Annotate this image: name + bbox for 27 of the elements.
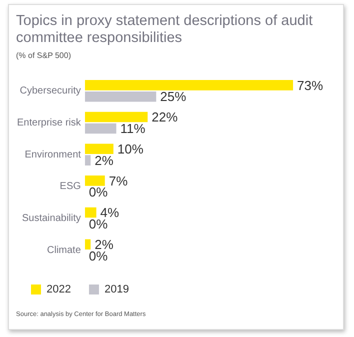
y-tick-label: Environment: [24, 149, 82, 160]
y-tick-label: ESG: [60, 181, 82, 192]
chart-title: Topics in proxy statement descriptions of audit committee responsibilities: [16, 13, 314, 47]
chart-subtitle: (% of S&P 500): [16, 51, 71, 60]
data-label: 22%: [152, 110, 178, 125]
legend-label: 2019: [104, 284, 129, 296]
bar: [84, 112, 148, 122]
y-tick-label: Sustainability: [22, 213, 81, 224]
data-label: 0%: [88, 184, 108, 200]
bar: [84, 239, 91, 250]
legend-label: 2022: [46, 284, 71, 296]
bar: [84, 176, 105, 186]
data-label: 10%: [117, 141, 144, 156]
bar: [84, 80, 294, 90]
data-label: 73%: [297, 78, 324, 93]
bar: [84, 123, 116, 134]
data-label: 25%: [160, 89, 187, 104]
data-label: 11%: [120, 121, 146, 136]
y-tick-label: Enterprise risk: [17, 118, 82, 128]
data-label: 2%: [94, 152, 114, 168]
bar: [84, 207, 96, 218]
bar: [84, 91, 156, 102]
y-tick-label: Cybersecurity: [20, 86, 81, 97]
y-tick-label: Climate: [47, 244, 82, 256]
bar: [84, 144, 114, 154]
data-label: 7%: [108, 173, 128, 188]
bar: [84, 155, 91, 166]
